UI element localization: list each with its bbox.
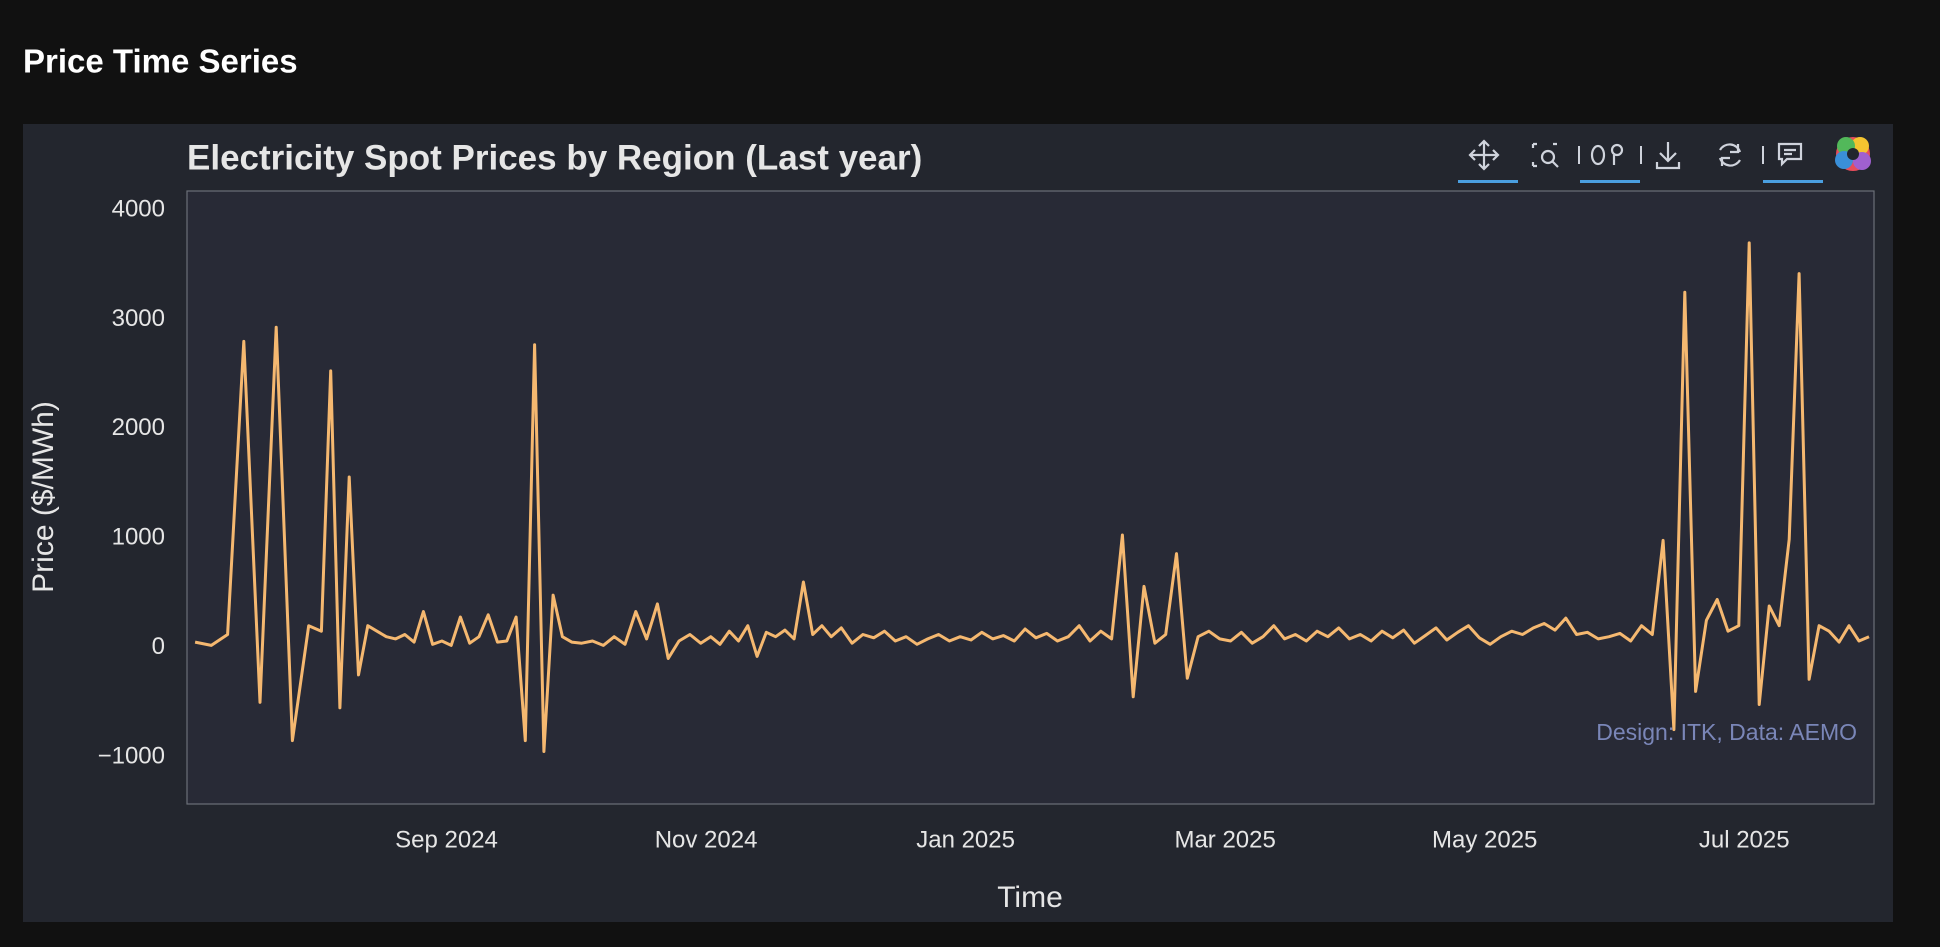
pan-tool[interactable] <box>1458 139 1518 183</box>
x-tick-label: Mar 2025 <box>1174 826 1275 853</box>
y-tick-label: 0 <box>152 633 165 660</box>
page-title: Price Time Series <box>23 43 298 80</box>
y-tick-label: 3000 <box>112 305 165 332</box>
x-tick-label: Nov 2024 <box>655 826 758 853</box>
chart-title: Electricity Spot Prices by Region (Last … <box>187 138 922 177</box>
wheel-zoom-tool[interactable] <box>1580 143 1640 183</box>
x-tick-label: May 2025 <box>1432 826 1537 853</box>
toolbar-divider <box>1762 146 1764 164</box>
reset-tool[interactable] <box>1718 143 1742 167</box>
price-line <box>194 241 1870 753</box>
x-axis-label: Time <box>997 881 1063 914</box>
hover-tool[interactable] <box>1763 142 1823 183</box>
y-tick-label: −1000 <box>98 742 165 769</box>
y-tick-label: 2000 <box>112 414 165 441</box>
x-tick-label: Sep 2024 <box>395 826 498 853</box>
logo[interactable] <box>1835 137 1871 171</box>
y-tick-label: 4000 <box>112 195 165 222</box>
toolbar-divider <box>1578 146 1580 164</box>
box-zoom-tool[interactable] <box>1531 142 1559 168</box>
y-tick-label: 1000 <box>112 524 165 551</box>
toolbar-divider <box>1640 146 1642 164</box>
y-axis-label: Price ($/MWh) <box>27 401 60 593</box>
plot-area <box>186 190 1875 805</box>
x-tick-label: Jan 2025 <box>916 826 1015 853</box>
save-tool[interactable] <box>1655 142 1681 170</box>
x-tick-label: Jul 2025 <box>1699 826 1790 853</box>
toolbar <box>1458 137 1871 183</box>
annotation: Design: ITK, Data: AEMO <box>1596 719 1857 745</box>
